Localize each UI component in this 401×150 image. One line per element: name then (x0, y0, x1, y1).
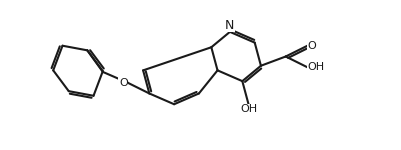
Text: OH: OH (240, 104, 257, 114)
Text: O: O (119, 78, 128, 88)
Text: O: O (308, 41, 316, 51)
Text: OH: OH (308, 62, 324, 72)
Text: N: N (225, 19, 235, 32)
